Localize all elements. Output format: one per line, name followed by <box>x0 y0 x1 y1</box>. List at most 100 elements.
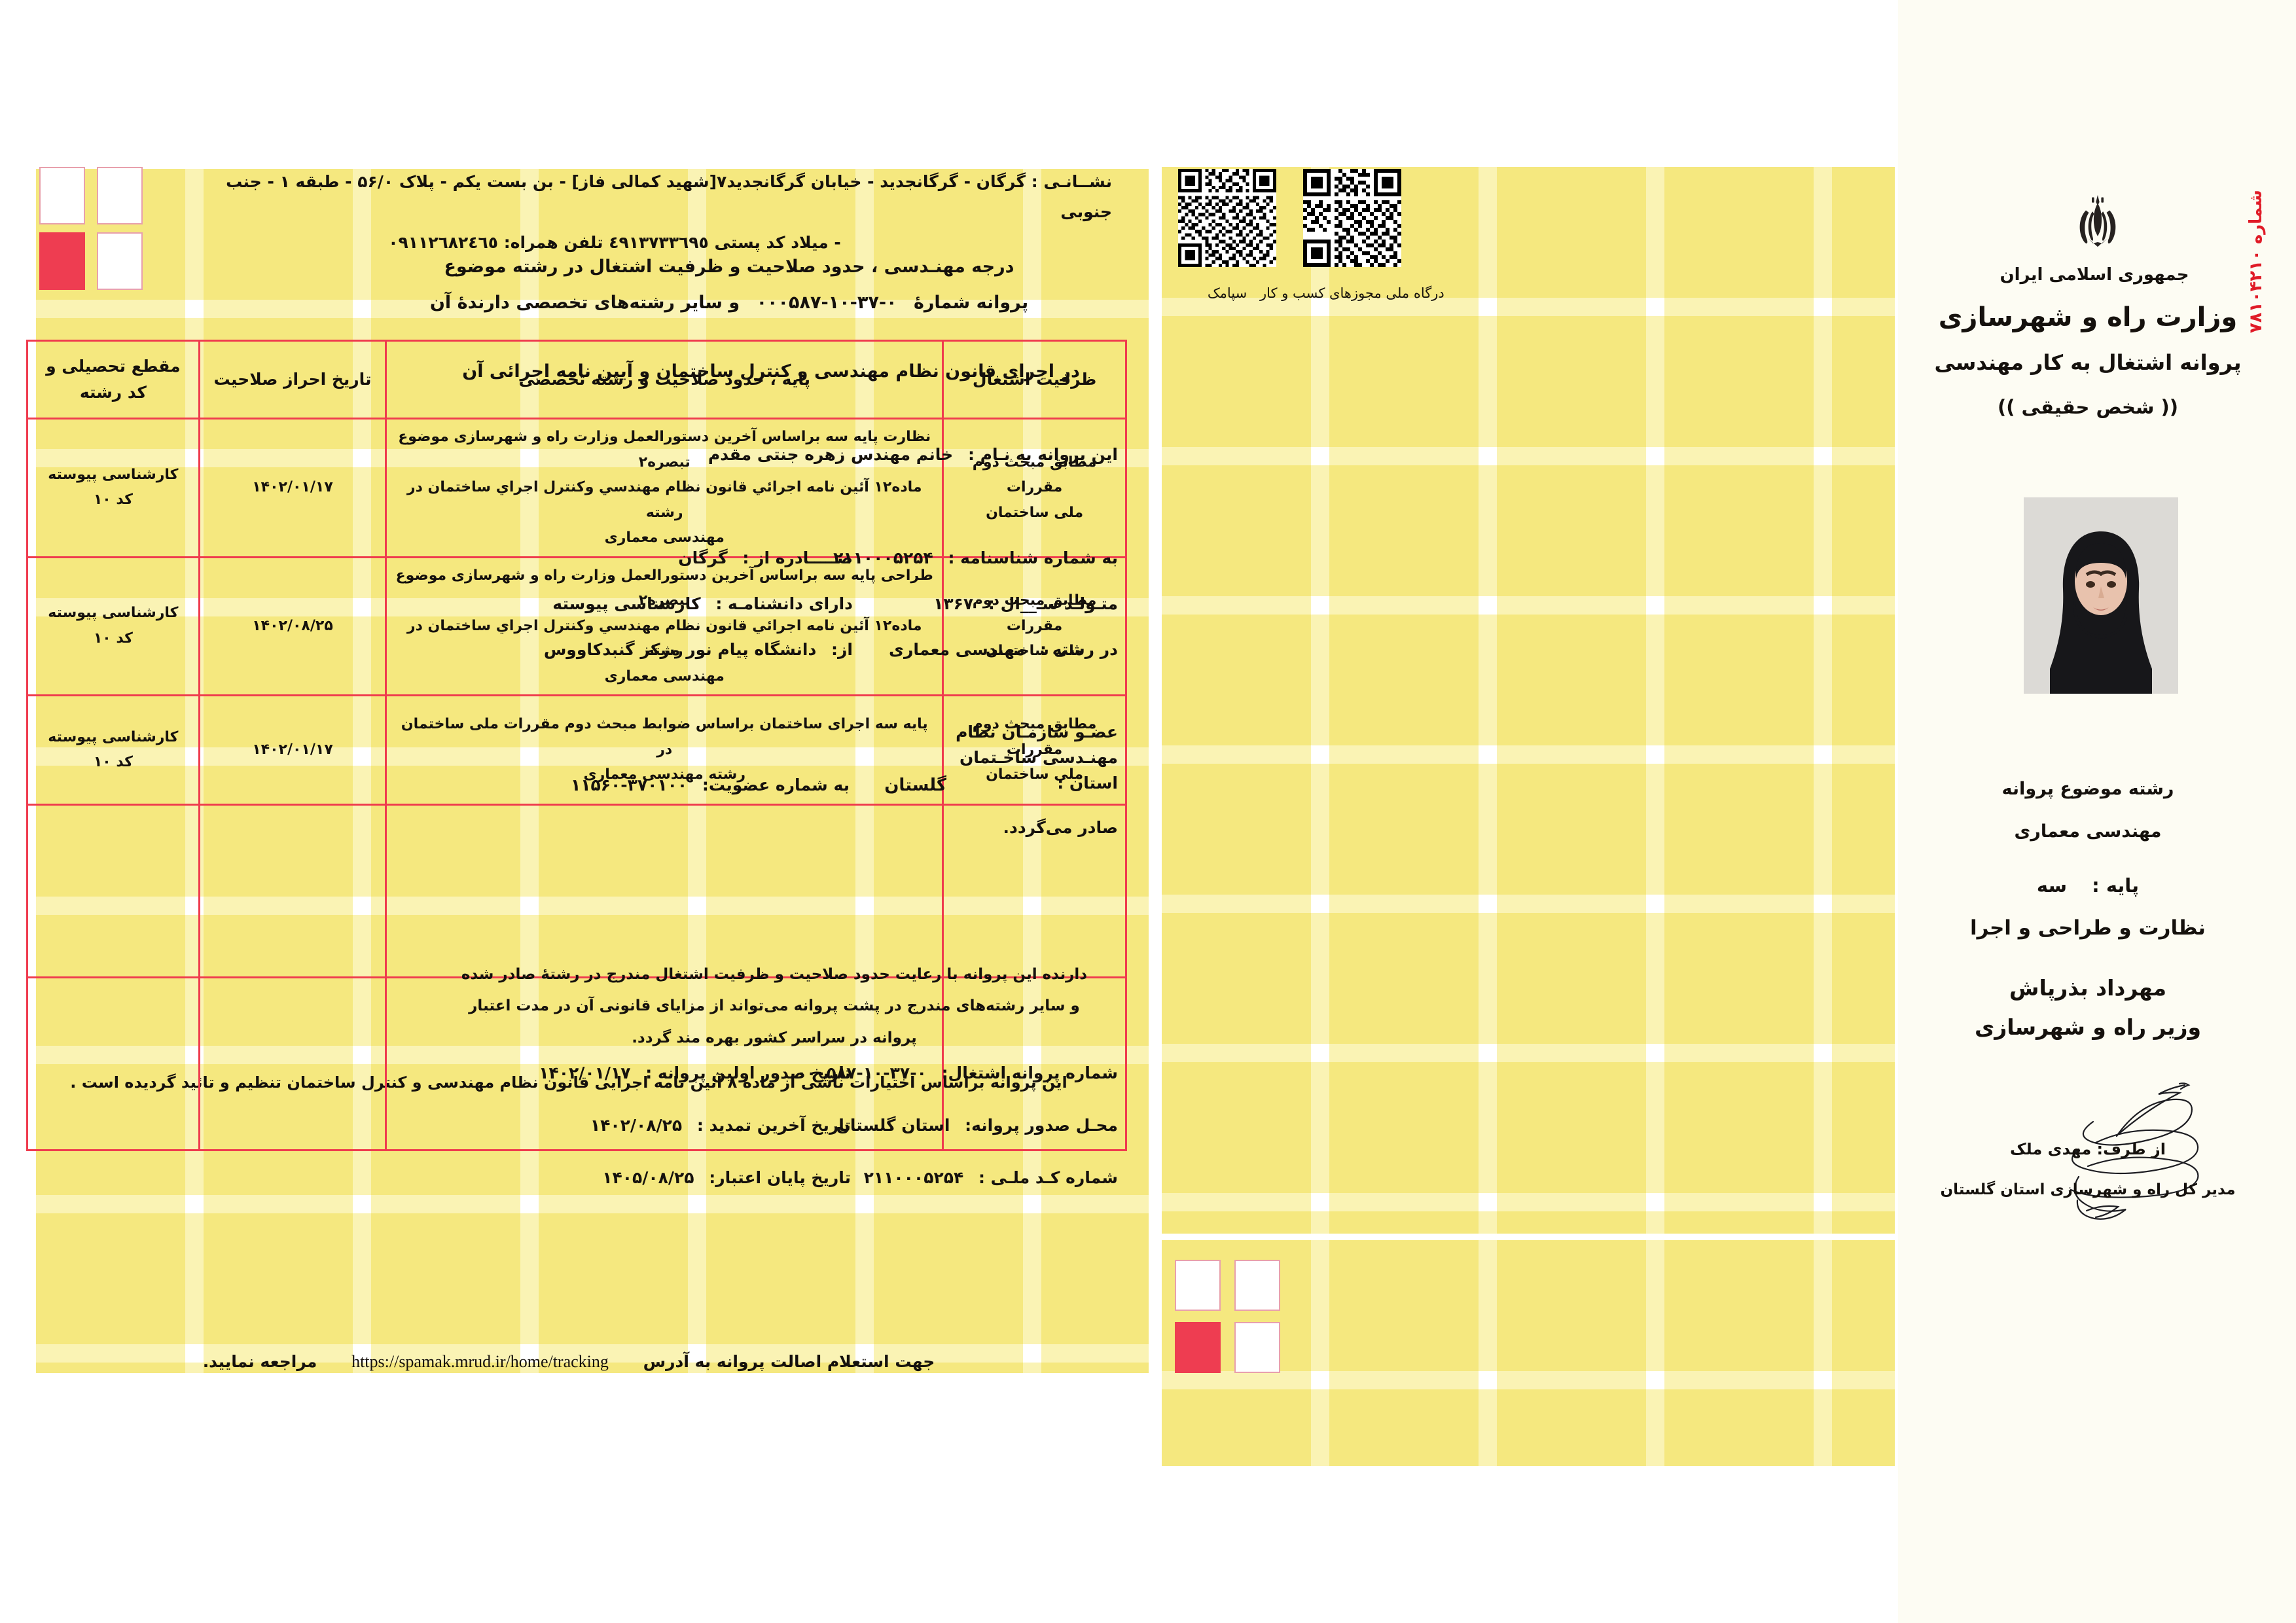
first-issue-date-field: تاریخ صدور اولین پروانه : ۱۴۰۲/۰۱/۱۷ <box>539 1063 851 1082</box>
degree-value: کارشناسی پیوسته <box>552 594 701 613</box>
first-issue-date-value: ۱۴۰۲/۰۱/۱۷ <box>539 1063 631 1082</box>
verify-url-link[interactable]: https://spamak.mrud.ir/home/tracking <box>351 1352 609 1371</box>
last-renewal-date-field: تاریخ آخرین تمدید : ۱۴۰۲/۰۸/۲۵ <box>590 1116 851 1135</box>
license-field-value: مهندسی معماری <box>2014 821 2162 842</box>
qr-business-portal-group[interactable]: درگاه ملی مجوزهای کسب و کار <box>1260 169 1444 301</box>
cell-description-line: مهندسی معماری <box>604 668 725 685</box>
cell-capacity: مطابق مبحث دوم مقررات ملی ساختمان <box>942 694 1127 806</box>
swatch-white-2 <box>97 167 143 224</box>
cell-date-line: ۱۴۰۲/۰۱/۱۷ <box>252 741 333 758</box>
services-scope: نظارت و طراحی و اجرا <box>1970 916 2206 940</box>
cell-capacity: مطابق مبحث دوم مقررات ملی ساختمان <box>942 556 1127 696</box>
address-line-1: گرگان - گرگانجدید - خیابان گرگانجدید۷[شه… <box>226 172 1112 222</box>
swatch-white-6 <box>1234 1322 1280 1373</box>
cell-description: پایه سه اجرای ساختمان براساس ضوابط مبحث … <box>385 694 944 806</box>
cell-capacity-line: ملی ساختمان <box>986 766 1084 783</box>
university-label: از: <box>831 640 853 659</box>
cell-date: ۱۴۰۲/۰۸/۲۵ <box>198 556 387 696</box>
qr-spamak-caption: سپامک <box>1207 285 1247 301</box>
holder-name-label: این پروانه به نـام : <box>967 445 1118 464</box>
cell-description: نظارت پایه سه براساس آخرین دستورالعمل وز… <box>385 418 944 558</box>
cell-description-line: مهندسی معماری <box>604 529 725 546</box>
document-title: پروانه اشتغال به کار مهندسی <box>1934 350 2242 375</box>
cell-description: طراحی پایه سه براساس آخرین دستورالعمل وز… <box>385 556 944 696</box>
country-name: جمهوری اسلامی ایران <box>2000 265 2189 285</box>
grade-label: پایه : <box>2092 874 2140 897</box>
qr-spamak-group[interactable]: سپامک <box>1178 169 1276 301</box>
legal-paragraph-line-2: و سایر رشته‌های مندرج در پشت پروانه می‌ت… <box>469 997 1080 1015</box>
cell-date-line: ۱۴۰۲/۰۸/۲۵ <box>252 617 333 634</box>
cell-date <box>198 804 387 978</box>
membership-number-field: به شماره عضویت: ۳۷۰۱۰۰-۱۱۵۶۰ <box>571 776 850 794</box>
expiry-date-field: تاریخ پایان اعتبار: ۱۴۰۵/۰۸/۲۵ <box>602 1168 851 1187</box>
cell-capacity-line: ملی ساختمان <box>986 643 1084 659</box>
header-description: پایه ، حدود صلاحیت و رشته تخصصی <box>385 340 944 419</box>
membership-province-value: گلستان <box>884 776 946 795</box>
cell-degree-line: کد ۱۰ <box>93 491 133 508</box>
holder-photo <box>2024 497 2178 694</box>
qr-business-portal-caption: درگاه ملی مجوزهای کسب و کار <box>1260 285 1444 301</box>
discipline-field: در رشته : مهندسی معماری <box>889 640 1118 659</box>
swatch-red-1 <box>39 232 85 290</box>
membership-number-value: ۳۷۰۱۰۰-۱۱۵۶۰ <box>570 776 688 794</box>
national-code-field: شماره کـد ملـی : ۲۱۱۰۰۰۵۲۵۴ <box>864 1168 1118 1187</box>
holder-name-field: این پروانه به نـام : خانم مهندس زهره جنت… <box>708 445 1118 464</box>
cell-description-line: نظارت پایه سه براساس آخرین دستورالعمل وز… <box>398 429 931 471</box>
university-value: دانشگاه پیام نور مرکز گنبدکاووس <box>543 640 817 659</box>
cell-degree: کارشناسی پیوسته کد ۱۰ <box>26 556 200 696</box>
birth-year-field: متـولـد سـ__ال : ۱۳۶۷ <box>933 594 1118 613</box>
last-renewal-date-label: تاریخ آخرین تمدید : <box>696 1116 851 1135</box>
license-number-value: ۰-۳۷-۱۰-۰۰۰۵۸۷ <box>796 1063 927 1082</box>
table-row: مطابق مبحث دوم مقررات ملی ساختمان پایه سه … <box>26 694 1127 806</box>
minister-name: مهرداد بذرپاش <box>2009 975 2167 1001</box>
cell-degree: کارشناسی پیوسته کد ۱۰ <box>26 694 200 806</box>
verify-prefix: جهت استعلام اصالت پروانه به آدرس <box>643 1352 935 1371</box>
issued-from-value: گرگان <box>678 548 728 567</box>
table-row: مطابق مبحث دوم مقررات ملی ساختمان نظارت پا… <box>26 418 1127 558</box>
table-row <box>26 976 1127 1151</box>
cell-capacity <box>942 804 1127 978</box>
color-calibration-swatches-top <box>39 167 151 298</box>
id-number-label: به شماره شناسنامه : <box>948 548 1118 567</box>
address-line-2: - میلاد کد پستی ٤٩١٣٧٣٣٦٩٥ تلفن همراه: ٠… <box>388 232 841 252</box>
cell-degree <box>26 804 200 978</box>
address-block: نشــانـی : گرگان - گرگانجدید - خیابان گر… <box>176 167 1112 258</box>
expiry-date-label: تاریخ پایان اعتبار: <box>709 1168 851 1187</box>
membership-org-label: عضـو سازمـان نظام مهنـدسی ساخـتمان استان… <box>956 722 1118 793</box>
degree-field: دارای دانشنامـه : کارشناسی پیوسته <box>552 594 853 613</box>
signed-by-name: از طرف: مهدی ملک <box>2010 1140 2166 1158</box>
cell-degree-line: کارشناسی پیوسته <box>48 605 179 622</box>
birth-year-label: متـولـد سـ__ال : <box>988 594 1118 613</box>
table-row <box>26 804 1127 978</box>
holder-name-value: خانم مهندس زهره جنتی مقدم <box>708 445 954 464</box>
license-field-label: رشته موضوع پروانه <box>2001 779 2174 799</box>
verify-suffix: مراجعه نمایید. <box>202 1352 317 1371</box>
back-title-line-2-suffix: و سایر رشته‌های تخصصی دارندهٔ آن <box>429 293 740 313</box>
license-back-panel: نشــانـی : گرگان - گرگانجدید - خیابان گر… <box>26 167 1149 1373</box>
qualifications-table: ظرفیت اشتغال پایه ، حدود صلاحیت و رشته ت… <box>26 340 1127 1151</box>
membership-issued-suffix: صادر می‌گردد. <box>1003 818 1119 837</box>
id-number-value: ۲۱۱۰۰۰۵۲۵۴ <box>833 548 933 567</box>
cell-description-line: ماده۱۲ آئین نامه اجرائي قانون نظام مهندس… <box>406 617 922 660</box>
security-tile-background-mid <box>1162 167 1895 1234</box>
first-issue-date-label: تاریخ صدور اولین پروانه : <box>645 1063 851 1082</box>
back-title-license-label: پروانه شمارهٔ <box>913 293 1029 313</box>
license-front-panel <box>1898 0 2296 1623</box>
cell-degree-line: کد ۱۰ <box>93 630 133 647</box>
cell-capacity-line: مطابق مبحث دوم مقررات <box>972 454 1097 496</box>
cell-capacity-line: ملی ساختمان <box>986 504 1084 521</box>
back-title-license-number: ۰-۳۷-۱۰-۰۰۰۵۸۷ <box>756 293 897 313</box>
qr-code-spamak-icon[interactable] <box>1178 169 1276 267</box>
ministry-name: وزارت راه و شهرسازی <box>1938 302 2238 332</box>
discipline-label: در رشته : <box>1040 640 1118 659</box>
degree-label: دارای دانشنامـه : <box>715 594 853 613</box>
swatch-white-3 <box>97 232 143 290</box>
cell-description <box>385 804 944 978</box>
qr-code-business-portal-icon[interactable] <box>1302 169 1401 267</box>
issue-place-field: محـل صدور پروانه: استان گلستان <box>836 1116 1118 1135</box>
cell-degree-line: کارشناسی پیوسته <box>48 466 179 483</box>
cell-date <box>198 976 387 1151</box>
back-title-line-1: درجه مهنـدسی ، حدود صلاحیت و ظرفیت اشتغا… <box>444 257 1014 277</box>
last-renewal-date-value: ۱۴۰۲/۰۸/۲۵ <box>590 1116 683 1135</box>
cell-date-line: ۱۴۰۲/۰۱/۱۷ <box>252 479 333 495</box>
